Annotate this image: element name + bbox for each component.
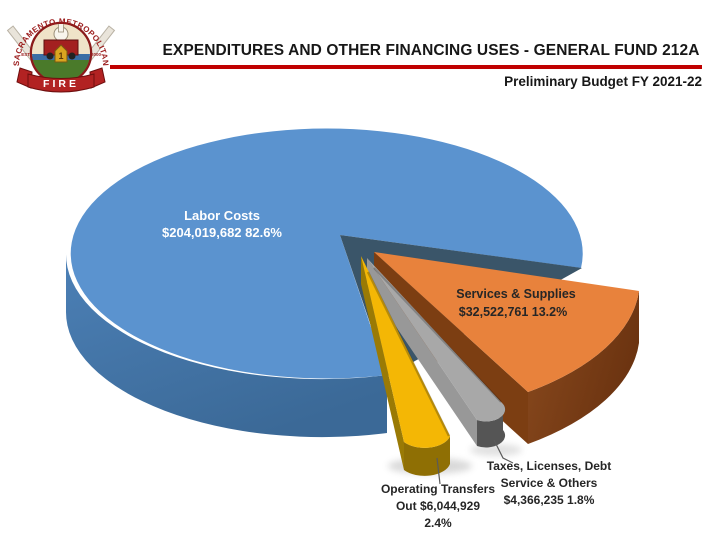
label-taxes-line3: $4,366,235 1.8% (504, 493, 595, 507)
logo-est-right: 2000 (91, 52, 102, 57)
label-transfers-line2: Out $6,044,929 (396, 499, 480, 513)
logo-banner-text: FIRE (43, 78, 79, 90)
slice-services-side (528, 291, 639, 444)
fire-department-logo: 1 EST. 2000 SACRAMENTO METROPOLITAN FIRE (6, 17, 116, 93)
slice-gap-shadow-2 (373, 267, 502, 403)
slice-labor-side (65, 253, 388, 438)
slice-services-top (374, 252, 639, 392)
title-underline (110, 65, 702, 69)
slice-taxes-licenses (367, 258, 506, 448)
label-taxes-line2: Service & Others (501, 476, 598, 490)
label-taxes-line1: Taxes, Licenses, Debt (487, 459, 612, 473)
label-labor-line2: $204,019,682 82.6% (162, 225, 282, 240)
logo-ribbon: FIRE (16, 67, 106, 93)
leader-line-transfers (436, 457, 441, 485)
label-taxes-licenses: Taxes, Licenses, Debt Service & Others $… (487, 459, 612, 507)
label-services-supplies: Services & Supplies $32,522,761 13.2% (456, 287, 576, 319)
slice-gap-shadow-1 (366, 271, 451, 437)
label-labor-costs: Labor Costs $204,019,682 82.6% (162, 208, 282, 240)
label-services-line1: Services & Supplies (456, 287, 576, 301)
page-subtitle: Preliminary Budget FY 2021-22 (504, 74, 702, 89)
page-title: EXPENDITURES AND OTHER FINANCING USES - … (162, 42, 700, 59)
svg-text:1: 1 (58, 51, 63, 61)
slice-taxes-tip-wall (477, 404, 506, 448)
logo-est-left: EST. (21, 52, 31, 57)
label-transfers-line3: 2.4% (424, 516, 452, 530)
leader-line-taxes (493, 439, 514, 464)
label-operating-transfers: Operating Transfers Out $6,044,929 2.4% (381, 482, 495, 530)
slice-taxes-left-wall (367, 258, 477, 446)
label-services-line2: $32,522,761 13.2% (459, 305, 567, 319)
label-labor-line1: Labor Costs (184, 208, 260, 223)
slice-transfers-top (361, 256, 450, 448)
slice-taxes-top (367, 258, 506, 422)
slice-labor-top (70, 128, 583, 379)
slice-transfers-left-wall (361, 256, 404, 470)
label-transfers-line1: Operating Transfers (381, 482, 495, 496)
